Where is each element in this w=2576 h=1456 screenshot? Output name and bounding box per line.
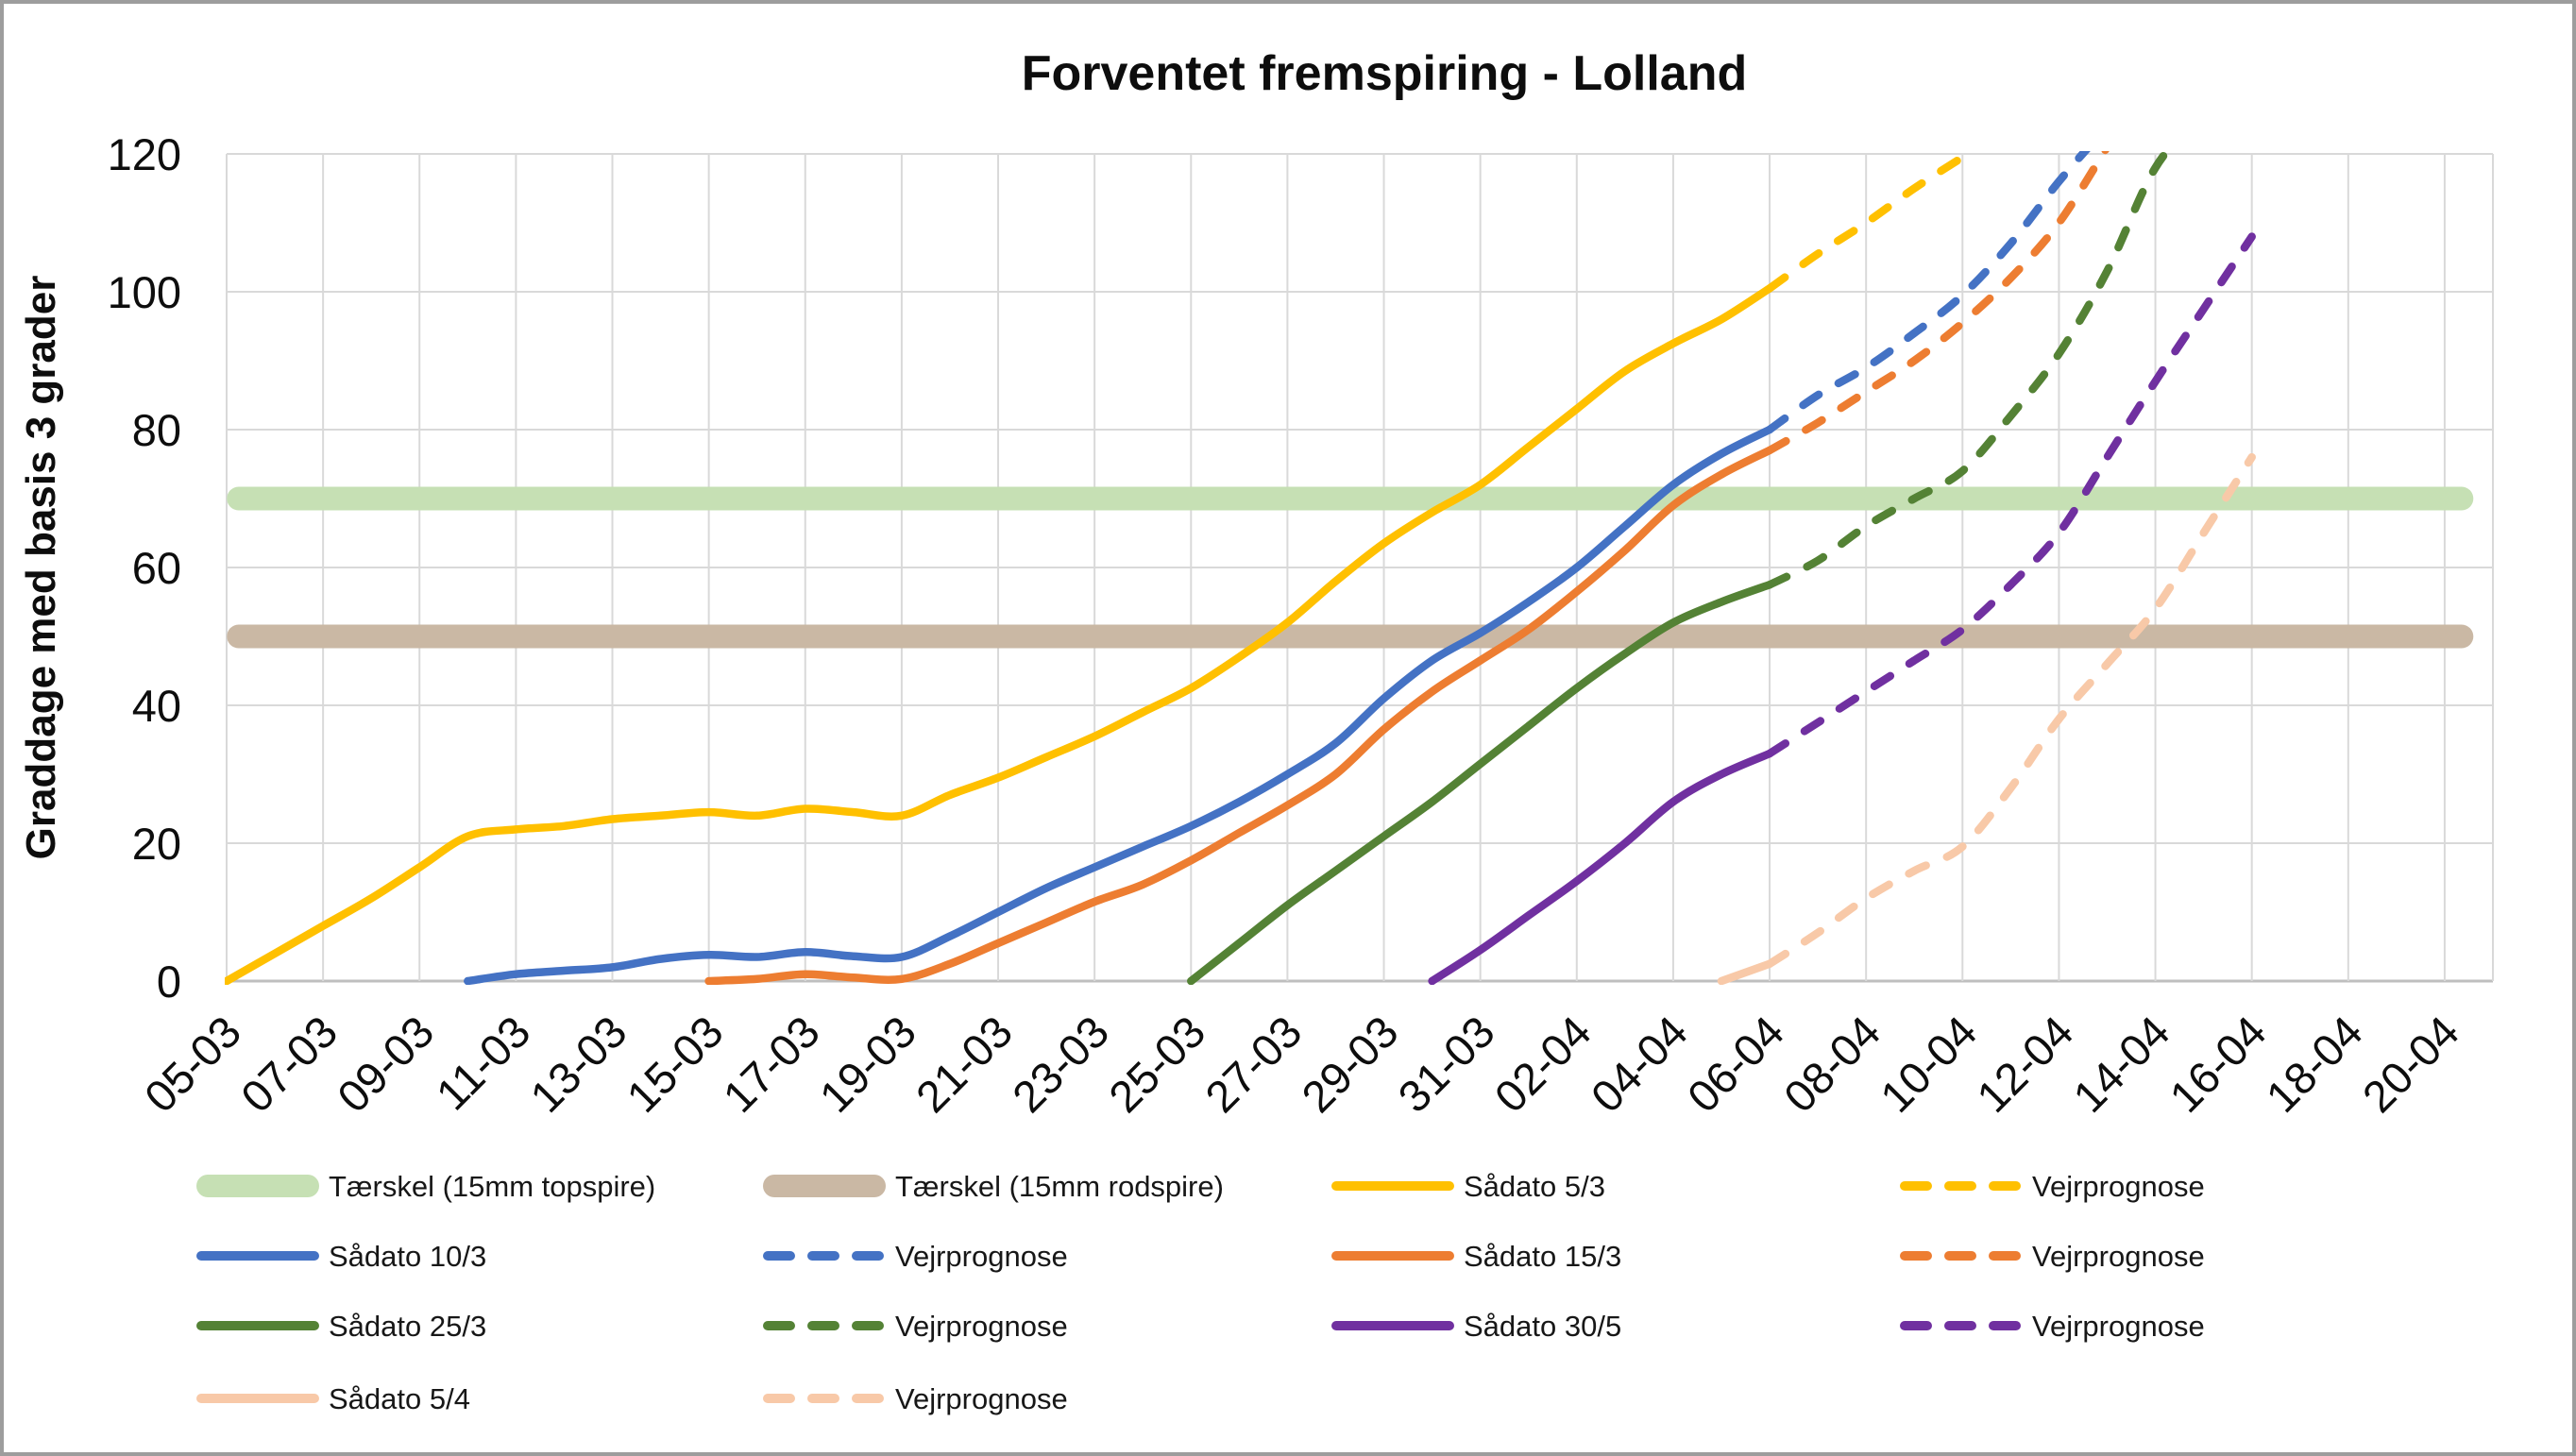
legend-item-taerskel-rodspire: Tærskel (15mm rodspire)	[763, 1170, 1224, 1203]
series-vejrprognose-5-3	[1765, 153, 1967, 293]
legend-label-saadato-30-5: Sådato 30/5	[1464, 1310, 1621, 1343]
series-saadato-30-5	[1428, 749, 1774, 985]
y-axis-title: Graddage med basis 3 grader	[18, 276, 64, 860]
legend-swatch-band-taerskel-topspire	[196, 1175, 319, 1197]
series-saadato-15-3	[704, 446, 1774, 985]
legend-item-vejrprognose-25-3: Vejrprognose	[763, 1310, 1068, 1343]
legend-label-saadato-5-3: Sådato 5/3	[1464, 1170, 1605, 1203]
legend-item-saadato-5-4: Sådato 5/4	[196, 1382, 470, 1415]
legend-label-vejrprognose-5-4: Vejrprognose	[895, 1382, 1068, 1415]
y-tick-label: 120	[108, 129, 181, 179]
legend-label-vejrprognose-25-3: Vejrprognose	[895, 1310, 1068, 1343]
gridlines	[226, 153, 2494, 983]
series-vejrprognose-30-5	[1765, 232, 2256, 758]
series-lines	[225, 151, 2256, 985]
series-vejrprognose-25-3	[1765, 151, 2173, 589]
legend-item-vejrprognose-5-4: Vejrprognose	[763, 1382, 1068, 1415]
legend-item-taerskel-topspire: Tærskel (15mm topspire)	[196, 1170, 655, 1203]
legend-item-vejrprognose-15-3: Vejrprognose	[1900, 1240, 2205, 1273]
legend-item-saadato-15-3: Sådato 15/3	[1331, 1240, 1621, 1273]
y-tick-label: 40	[132, 681, 181, 731]
legend-label-saadato-25-3: Sådato 25/3	[329, 1310, 486, 1343]
legend-swatch-band-taerskel-rodspire	[763, 1175, 886, 1197]
legend-item-vejrprognose-30-5: Vejrprognose	[1900, 1310, 2205, 1343]
series-vejrprognose-10-3	[1765, 151, 2091, 434]
series-vejrprognose-15-3	[1765, 151, 2110, 455]
legend-label-vejrprognose-30-5: Vejrprognose	[2032, 1310, 2205, 1343]
legend-label-saadato-15-3: Sådato 15/3	[1464, 1240, 1621, 1273]
legend-item-vejrprognose-10-3: Vejrprognose	[763, 1240, 1068, 1273]
legend-label-taerskel-rodspire: Tærskel (15mm rodspire)	[895, 1170, 1224, 1203]
legend-label-saadato-10-3: Sådato 10/3	[329, 1240, 486, 1273]
y-tick-label: 100	[108, 267, 181, 317]
legend-label-vejrprognose-15-3: Vejrprognose	[2032, 1240, 2205, 1273]
legend-item-saadato-30-5: Sådato 30/5	[1331, 1310, 1621, 1343]
legend-item-saadato-10-3: Sådato 10/3	[196, 1240, 486, 1273]
y-tick-label: 0	[157, 957, 181, 1007]
legend: Tærskel (15mm topspire) Tærskel (15mm rod…	[196, 1170, 2205, 1415]
legend-label-saadato-5-4: Sådato 5/4	[329, 1382, 470, 1415]
threshold-bands	[227, 486, 2474, 649]
series-saadato-25-3	[1187, 581, 1774, 985]
legend-label-taerskel-topspire: Tærskel (15mm topspire)	[329, 1170, 655, 1203]
series-saadato-5-3	[225, 284, 1774, 985]
series-saadato-10-3	[464, 425, 1774, 985]
series-saadato-5-4	[1717, 959, 1774, 985]
legend-label-vejrprognose-5-3: Vejrprognose	[2032, 1170, 2205, 1203]
y-tick-label: 60	[132, 543, 181, 593]
legend-item-saadato-25-3: Sådato 25/3	[196, 1310, 486, 1343]
legend-item-vejrprognose-5-3: Vejrprognose	[1900, 1170, 2205, 1203]
y-tick-label: 80	[132, 405, 181, 455]
legend-label-vejrprognose-10-3: Vejrprognose	[895, 1240, 1068, 1273]
y-tick-label: 20	[132, 819, 181, 869]
legend-item-saadato-5-3: Sådato 5/3	[1331, 1170, 1605, 1203]
y-axis-tick-labels: 0 20 40 60 80 100 120	[108, 129, 181, 1007]
chart-title: Forventet fremspiring - Lolland	[1022, 46, 1748, 101]
